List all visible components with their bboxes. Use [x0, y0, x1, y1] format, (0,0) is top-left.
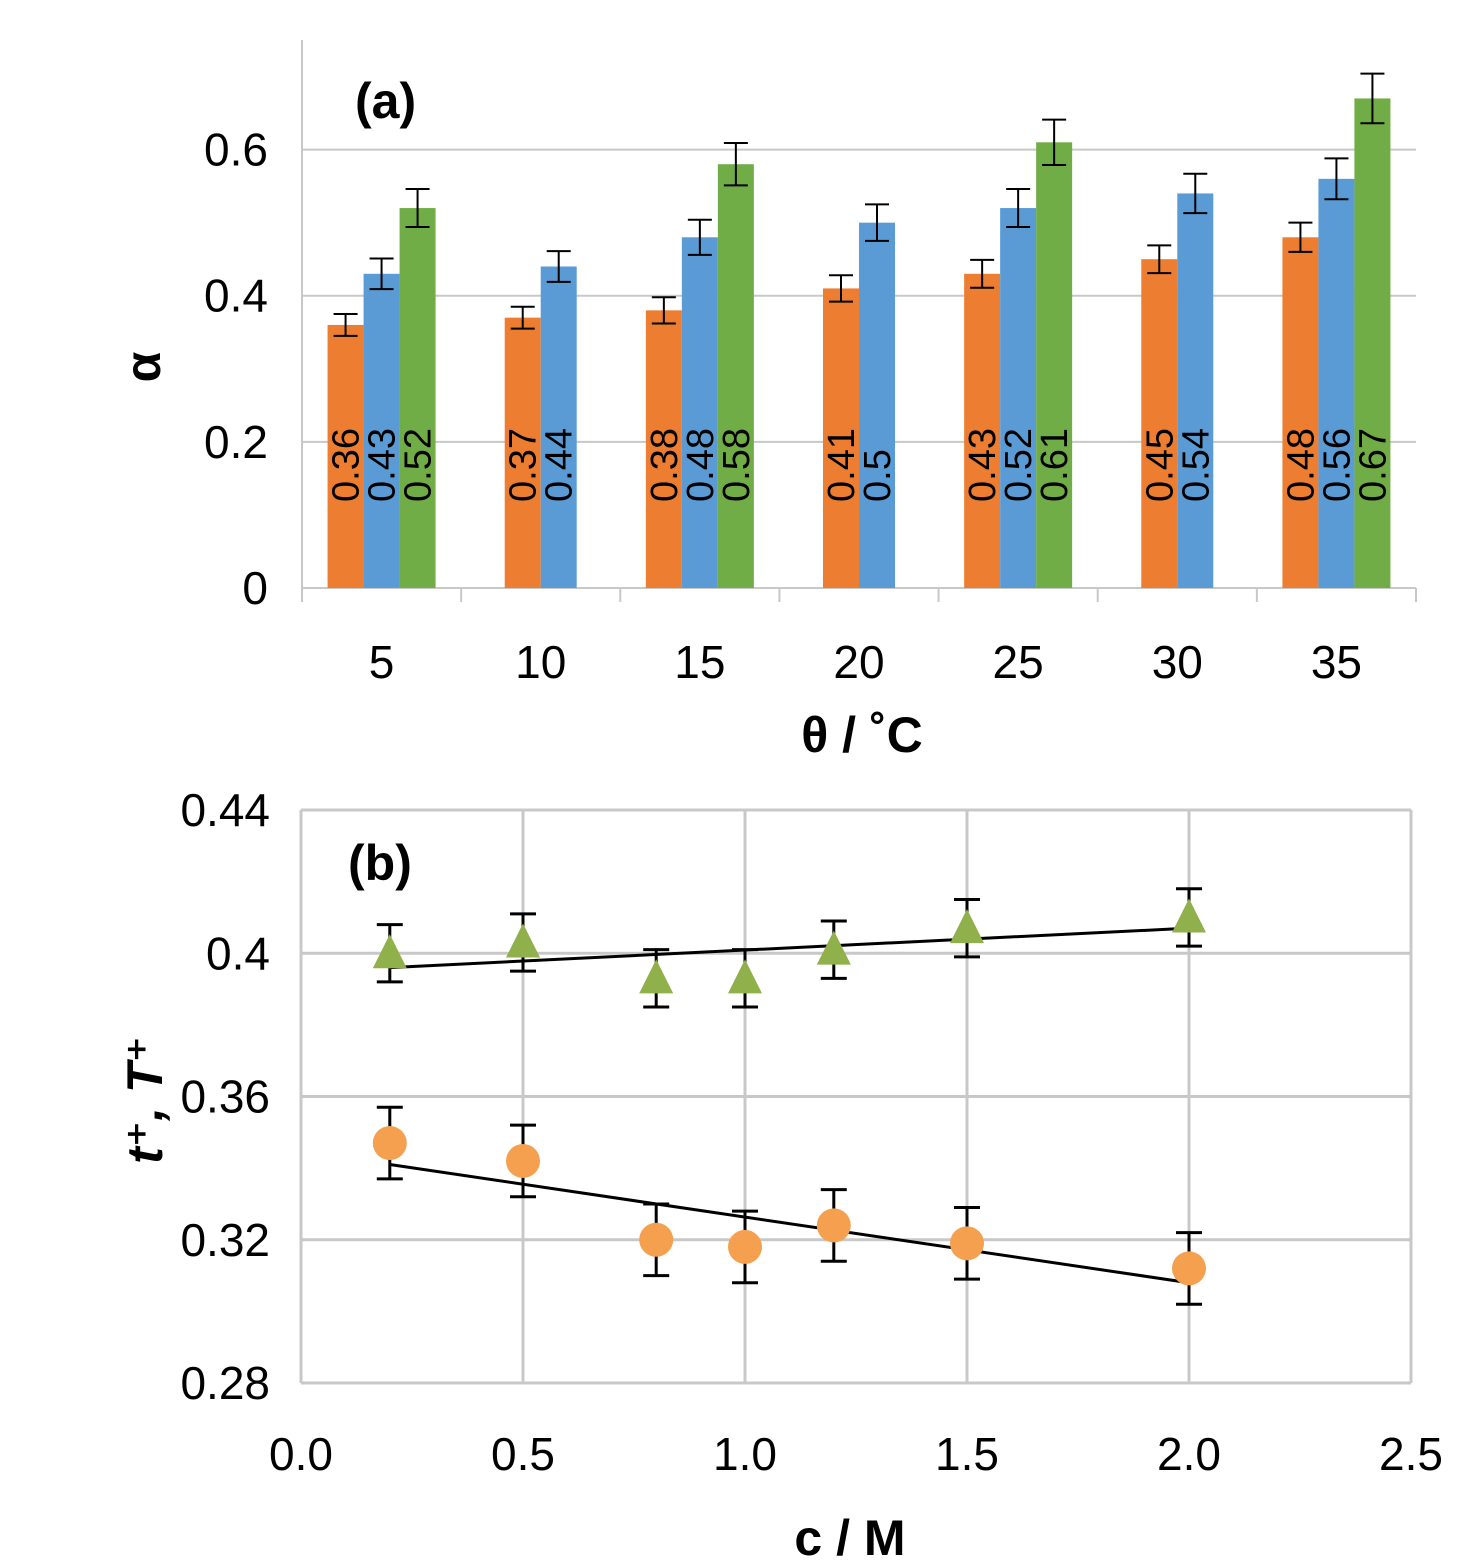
- panel-b-circle-point: [506, 1143, 540, 1178]
- panel-a-bar: [681, 237, 718, 588]
- panel-b-x-tick-label: 1.5: [935, 1428, 999, 1480]
- panel-a-bar-data-label: 0.58: [716, 428, 758, 502]
- panel-a-bar-data-label: 0.48: [1280, 428, 1322, 502]
- panel-b-scatter-chart: 0.28 0.32 0.36 0.4 0.44 0.0 0.5 1.0 1.5 2.0 2.5 (b…: [117, 784, 1443, 1566]
- panel-a-x-tick-label: 15: [674, 636, 725, 688]
- panel-a-bar-data-label: 0.5: [857, 449, 899, 502]
- panel-a-y-tick-label: 0.4: [204, 270, 268, 322]
- panel-b-y-tick-label: 0.28: [180, 1357, 270, 1409]
- panel-a-bar-data-label: 0.52: [398, 428, 440, 502]
- panel-a-bar: [504, 317, 541, 588]
- panel-b-triangle-point: [372, 934, 407, 969]
- panel-a-bar-data-label: 0.43: [362, 428, 404, 502]
- panel-a-bar-chart: 0.360.430.52 0.370.44 0.380.480.58 0.410.5 0…: [115, 40, 1417, 763]
- panel-a-bar-data-label: 0.45: [1139, 428, 1181, 502]
- panel-a-bar: [363, 273, 400, 588]
- panel-b-circle-point: [639, 1222, 674, 1257]
- panel-a-bar: [823, 288, 859, 588]
- panel-b-triangle-point: [1172, 898, 1206, 933]
- panel-a-bar-data-label: 0.41: [821, 428, 863, 502]
- panel-a-x-tick-label: 25: [993, 636, 1044, 688]
- panel-a-tick-labels: 0 0.2 0.4 0.6 5 10 15 20 25 30 35: [204, 124, 1362, 688]
- panel-a-bar: [540, 266, 577, 588]
- panel-b-triangle-point: [816, 930, 851, 965]
- panel-a-bar: [327, 324, 364, 588]
- panel-b-circle-point: [1172, 1251, 1206, 1286]
- panel-a-x-tick-label: 10: [515, 636, 566, 688]
- panel-b-x-axis-title: c / M: [794, 1510, 905, 1566]
- panel-a-bars: [327, 98, 1391, 589]
- panel-b-x-tick-label: 0.0: [269, 1428, 333, 1480]
- panel-b-gridlines: [299, 808, 1413, 1385]
- panel-b-y-tick-label: 0.32: [180, 1214, 270, 1266]
- panel-a-bar-data-label: 0.44: [539, 428, 581, 502]
- panel-b-x-tick-label: 2.0: [1157, 1428, 1221, 1480]
- panel-b-y-axis-title: t⁺, T⁺: [117, 1036, 173, 1164]
- panel-b-y-tick-label: 0.36: [180, 1071, 270, 1123]
- panel-b-error-bars: [376, 887, 1202, 1306]
- panel-b-y-tick-label: 0.44: [180, 784, 270, 836]
- panel-a-x-tick-label: 30: [1152, 636, 1203, 688]
- panel-a-bar-data-label: 0.67: [1352, 428, 1394, 502]
- panel-a-bar: [1318, 178, 1355, 588]
- panel-b-points: [372, 898, 1206, 1286]
- panel-a-bar: [1141, 259, 1178, 588]
- panel-b-tick-labels: 0.28 0.32 0.36 0.4 0.44 0.0 0.5 1.0 1.5 2.0 2.5: [180, 784, 1443, 1480]
- panel-a-bar: [1000, 208, 1037, 588]
- panel-a-bar-data-label: 0.48: [680, 428, 722, 502]
- panel-a-bar-data-label: 0.52: [998, 428, 1040, 502]
- panel-a-bar: [1036, 142, 1073, 588]
- panel-a-y-tick-label: 0.6: [204, 124, 268, 176]
- panel-b-triangle-point: [506, 923, 540, 958]
- panel-a-y-axis-title: α: [115, 351, 171, 382]
- panel-a-bar: [645, 310, 682, 588]
- panel-a-label: (a): [355, 73, 416, 129]
- panel-a-x-tick-label: 20: [833, 636, 884, 688]
- panel-a-bar-data-label: 0.36: [326, 428, 368, 502]
- panel-b-x-tick-label: 0.5: [491, 1428, 555, 1480]
- panel-b-y-tick-label: 0.4: [206, 927, 270, 979]
- panel-a-bar: [1177, 193, 1214, 588]
- panel-b-triangle-point: [950, 909, 984, 944]
- panel-a-y-tick-label: 0.2: [204, 416, 268, 468]
- panel-a-bar-data-label: 0.37: [503, 428, 545, 502]
- panel-a-bar-data-label: 0.43: [962, 428, 1004, 502]
- panel-b-circle-point: [950, 1226, 984, 1261]
- panel-b-x-tick-label: 2.5: [1379, 1428, 1443, 1480]
- panel-b-circle-point: [372, 1126, 407, 1161]
- panel-a-bar: [1282, 237, 1319, 588]
- panel-b-triangle-point: [639, 959, 674, 994]
- panel-a-bar: [717, 164, 754, 589]
- panel-b-circle-point: [816, 1208, 851, 1243]
- panel-a-bar-data-label: 0.38: [644, 428, 686, 502]
- panel-b-x-tick-label: 1.0: [713, 1428, 777, 1480]
- panel-a-bar-labels: 0.360.430.52 0.370.44 0.380.480.58 0.410.5 0…: [326, 428, 1395, 502]
- panel-b-triangle-point: [728, 959, 762, 994]
- panel-a-bar-data-label: 0.61: [1034, 428, 1076, 502]
- panel-a-bar-data-label: 0.56: [1316, 428, 1358, 502]
- panel-a-bar: [964, 273, 1001, 588]
- panel-a-y-tick-label: 0: [242, 562, 268, 614]
- panel-a-bar-data-label: 0.54: [1175, 428, 1217, 502]
- panel-a-x-tick-label: 5: [369, 636, 395, 688]
- panel-b-label: (b): [348, 835, 412, 891]
- panel-a-x-tick-label: 35: [1311, 636, 1362, 688]
- panel-a-bar: [399, 208, 436, 588]
- panel-a-error-bars: [333, 72, 1385, 337]
- panel-a-x-axis-title: θ / ˚C: [801, 707, 922, 763]
- panel-a-bar: [859, 222, 895, 588]
- panel-b-circle-point: [728, 1229, 762, 1264]
- panel-a-bar: [1354, 98, 1391, 588]
